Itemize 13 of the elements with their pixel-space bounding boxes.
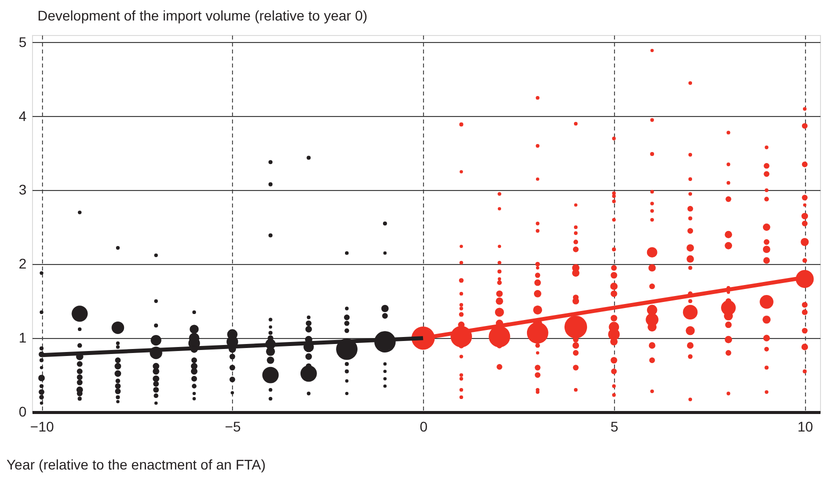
x-tick-label: 10	[797, 418, 814, 434]
x-tick-label: −10	[30, 418, 54, 434]
y-tick-label: 4	[18, 108, 27, 124]
y-tick-label: 0	[18, 404, 27, 420]
x-tick-label: −5	[224, 418, 242, 434]
y-tick-label: 5	[18, 34, 27, 50]
x-tick-label: 0	[420, 418, 428, 434]
x-axis-title: Year (relative to the enactment of an FTA)	[6, 456, 266, 472]
y-tick-label: 1	[18, 330, 27, 346]
y-tick-label: 2	[18, 256, 27, 272]
y-tick-label: 3	[18, 182, 27, 198]
x-tick-label: 5	[610, 418, 619, 434]
y-axis-title: Development of the import volume (relative to year 0)	[38, 8, 368, 24]
